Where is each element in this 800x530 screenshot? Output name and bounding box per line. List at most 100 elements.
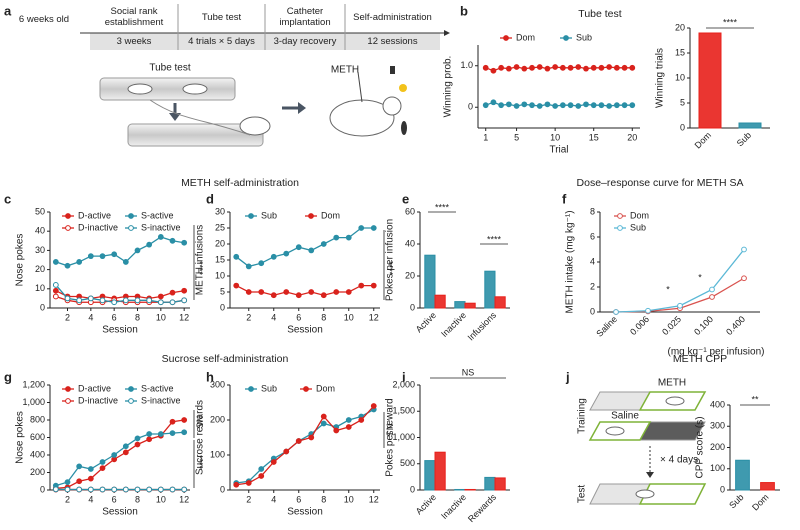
legend-marker — [248, 386, 254, 392]
bar — [494, 296, 506, 309]
annotation: **** — [487, 234, 502, 244]
panel-label: g — [4, 369, 12, 384]
bar — [434, 451, 446, 491]
data-point — [169, 418, 176, 425]
x-tick-label: 15 — [589, 132, 599, 142]
legend-marker — [128, 213, 134, 219]
data-point — [111, 452, 118, 458]
y-tick-label: 1,000 — [22, 397, 45, 407]
tube — [127, 123, 264, 147]
x-tick-label: Active — [414, 492, 438, 516]
data-point — [320, 292, 327, 299]
data-point — [99, 486, 106, 493]
data-point — [283, 448, 290, 455]
data-point — [559, 102, 566, 109]
y-tick-label: 30 — [215, 206, 225, 216]
y-tick-label: 100 — [710, 463, 725, 473]
data-point — [169, 486, 176, 493]
data-point — [505, 65, 512, 72]
data-point — [181, 429, 188, 436]
legend-label: Dom — [516, 32, 535, 42]
legend-marker — [128, 398, 134, 404]
annotation: NS — [462, 367, 475, 377]
data-point — [498, 64, 505, 71]
phase-label: Training — [577, 398, 588, 434]
data-point — [169, 299, 176, 306]
data-point — [544, 65, 551, 72]
data-point — [122, 297, 129, 304]
x-tick-label: 12 — [369, 312, 379, 322]
legend-label: S-inactive — [141, 395, 181, 405]
data-point — [513, 103, 520, 109]
data-point — [606, 64, 613, 70]
data-point — [157, 293, 164, 300]
data-point — [505, 101, 512, 108]
data-point — [99, 465, 106, 472]
stage-title: Catheter implantation — [279, 6, 331, 28]
legend-label: D-active — [78, 210, 111, 220]
y-tick-label: 40 — [35, 226, 45, 236]
x-axis-label: (mg kg⁻¹ per infusion) — [668, 347, 765, 358]
data-point — [169, 289, 176, 296]
data-point — [613, 64, 620, 71]
x-tick-label: 10 — [156, 312, 166, 322]
drug-label: METH — [331, 65, 359, 76]
mouse — [635, 489, 655, 499]
data-point — [320, 413, 327, 420]
data-point — [521, 101, 528, 108]
data-point — [559, 64, 566, 71]
data-point — [76, 486, 83, 493]
x-tick-label: 6 — [112, 494, 117, 504]
data-point — [590, 64, 597, 71]
data-point — [536, 64, 543, 70]
y-tick-label: 20 — [35, 264, 45, 274]
data-point — [64, 295, 71, 302]
y-axis-label: Nose pokes — [15, 234, 26, 287]
x-tick-label: 20 — [627, 132, 637, 142]
chart-title: METH self-administration — [181, 177, 299, 189]
data-point — [308, 247, 315, 254]
chart-title: METH CPP — [673, 353, 727, 365]
data-point — [645, 307, 651, 314]
data-point — [629, 64, 636, 71]
series-line — [55, 419, 185, 489]
panel-label: j — [565, 369, 570, 384]
data-point — [181, 287, 188, 294]
x-tick-label: 6 — [296, 312, 301, 322]
data-point — [258, 260, 265, 267]
chart-title: Sucrose self-administration — [162, 353, 289, 365]
data-point — [598, 102, 605, 109]
data-point — [629, 102, 636, 109]
data-point — [122, 259, 129, 265]
data-point — [536, 103, 543, 109]
data-point — [64, 486, 71, 493]
y-tick-label: 8 — [590, 206, 595, 216]
data-point — [87, 253, 94, 260]
y-tick-label: 0 — [720, 484, 725, 494]
data-point — [621, 64, 628, 71]
series-line — [55, 290, 185, 300]
data-point — [333, 427, 340, 434]
data-point — [99, 297, 106, 304]
data-point — [52, 259, 59, 265]
data-point — [345, 234, 352, 241]
y-tick-label: 30 — [35, 245, 45, 255]
data-point — [521, 65, 528, 72]
data-point — [181, 297, 188, 304]
data-point — [308, 289, 315, 295]
arrow-head — [169, 113, 181, 121]
data-point — [345, 424, 352, 430]
x-tick-label: Inactive — [439, 310, 468, 339]
stage-title: Social rank establishment — [104, 6, 164, 28]
y-tick-label: 100 — [210, 449, 225, 459]
data-point — [358, 282, 365, 289]
series-line — [235, 227, 374, 268]
panel-label: i — [402, 369, 406, 384]
bar — [454, 488, 466, 491]
x-tick-label: 12 — [179, 494, 189, 504]
y-tick-label: 1,200 — [22, 379, 45, 389]
x-tick-label: Dom — [750, 492, 771, 513]
x-axis-label: Session — [287, 325, 323, 336]
data-point — [245, 480, 252, 486]
